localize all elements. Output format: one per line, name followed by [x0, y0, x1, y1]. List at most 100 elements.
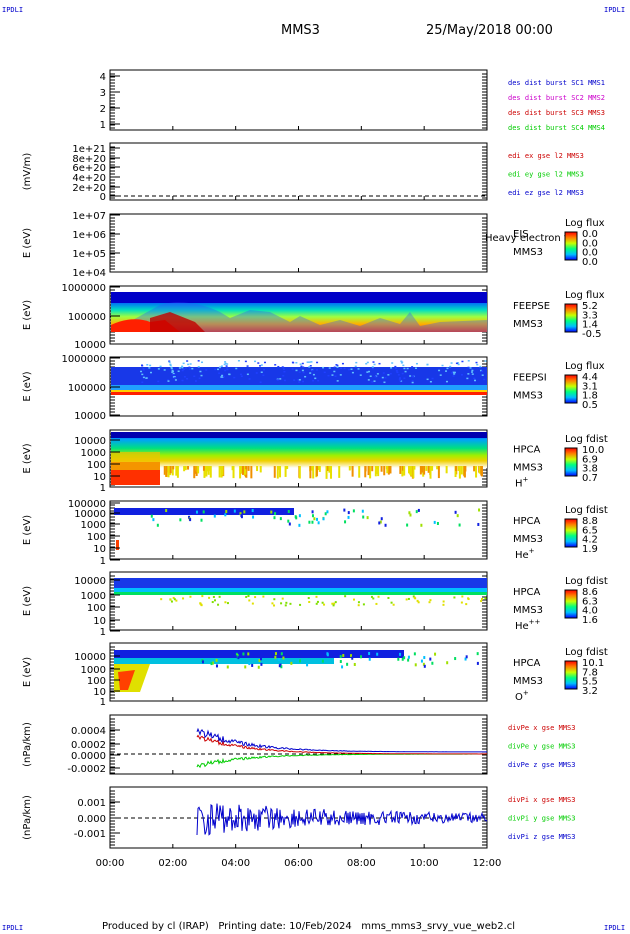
feepsi-pixel [400, 360, 403, 363]
hpcahe-pixel [326, 510, 329, 514]
hpcahe2-pixel [484, 597, 487, 600]
hpcao-pixel [211, 661, 214, 665]
hpcahe2-pixel [460, 601, 463, 604]
hpcao-pixel [407, 655, 410, 659]
feepsi-pixel [174, 379, 177, 381]
feepsi-pixel [246, 373, 249, 376]
feepsi-pixel [237, 360, 240, 362]
feepsi-pixel [163, 369, 166, 371]
hpcahe-pixel [225, 509, 228, 513]
feepsi-pixel [398, 377, 401, 379]
y-tick-label: 1000 [81, 591, 106, 602]
feepsi-pixel [414, 367, 417, 370]
legend-entry: edi ez gse l2 MMS3 [508, 189, 584, 197]
hpcahe2-pixel [273, 604, 276, 607]
feepsi-pixel [394, 367, 397, 369]
y-tick-label: 1e+06 [72, 230, 106, 241]
feepsi-pixel [194, 380, 197, 382]
hpcah-pixel [286, 466, 289, 470]
y-tick-label: 1e+21 [72, 144, 106, 155]
legend-entry: des dist burst SC4 MMS4 [508, 124, 605, 132]
hpcao-pixel [321, 659, 324, 663]
hpcao-pixel [298, 659, 301, 663]
feepsi-pixel [411, 366, 414, 368]
feepsi-pixel [366, 371, 369, 373]
feepsi-pixel [226, 366, 229, 369]
feepsi-pixel [254, 360, 257, 363]
feepsi-pixel [467, 366, 470, 369]
feepsi-pixel [439, 374, 442, 376]
feepsi-pixel [304, 375, 307, 378]
panel-frame [109, 714, 488, 775]
hpcao-pixel [244, 665, 247, 669]
y-tick-label: 0.0004 [71, 726, 106, 737]
feepsi-pixel [274, 364, 277, 366]
hpcah-pixel [175, 466, 178, 476]
hpcah-pixel [247, 466, 250, 471]
feepsi-pixel [263, 368, 266, 371]
feepsi-pixel [402, 364, 405, 367]
feepsi-pixel [228, 373, 231, 376]
feepsi-pixel [480, 369, 483, 372]
hpcah-pixel [197, 466, 200, 474]
hpcahe2-pixel [217, 603, 220, 606]
hpcah-pixel [169, 466, 172, 474]
time-tick-label: 10:00 [410, 858, 439, 869]
hpcao-pixel [339, 655, 342, 659]
hpcahe-pixel [287, 519, 290, 523]
hpcahe2-pixel [271, 602, 274, 605]
hpcahe2-pixel [465, 603, 468, 606]
feepsi-pixel [371, 381, 374, 383]
hpcah-pixel [425, 466, 428, 471]
hpcah-pixel [457, 466, 460, 471]
hpcah-pixel [401, 466, 404, 477]
feepsi-pixel [309, 372, 312, 374]
feepsi-pixel [315, 369, 318, 371]
hpcao-pixel [401, 657, 404, 661]
hpcahe2-pixel [461, 595, 464, 598]
hpcahe2-pixel [173, 598, 176, 601]
hpcah-pixel [327, 466, 330, 472]
feepsi-pixel [372, 361, 375, 363]
feepsi-pixel [140, 370, 143, 373]
hpcahe-pixel [458, 523, 461, 527]
feepsi-pixel [283, 379, 286, 382]
feepsi-pixel [395, 370, 398, 372]
y-tick-label: 4e+20 [72, 173, 106, 184]
hpca-h-spectrogram [111, 432, 487, 485]
hpcahe-pixel [239, 512, 242, 516]
hpcahe-pixel [156, 523, 159, 527]
feepsi-pixel [343, 367, 346, 370]
feepsi-pixel [218, 366, 221, 369]
colorbar [564, 660, 578, 690]
feepsi-pixel [308, 366, 311, 368]
y-tick-label: 1000000 [61, 283, 106, 294]
hpcah-pixel [176, 466, 179, 478]
hpcao-pixel [376, 652, 379, 656]
feepsi-pixel [235, 367, 238, 370]
hpcahe2-pixel [254, 596, 257, 599]
hpcahe2-pixel [170, 600, 173, 603]
hpcahe2-pixel [429, 599, 432, 602]
hpcahe-pixel [195, 510, 198, 514]
hpcahe2-pixel [212, 595, 215, 598]
hpcah-pixel [454, 466, 457, 478]
hpcah-pixel [298, 466, 301, 479]
feepsi-pixel [223, 363, 226, 366]
feepsi-pixel [449, 365, 452, 368]
feepsi-pixel [184, 367, 187, 369]
y-tick-label: 1 [100, 627, 106, 638]
feepsi-pixel [365, 362, 368, 365]
colorbar-tick: 0.0 [582, 229, 598, 240]
feepsi-pixel [331, 374, 334, 376]
hpcah-pixel [403, 466, 406, 476]
hpcah-pixel [473, 466, 476, 472]
feepsi-pixel [174, 377, 177, 379]
feepsi-pixel [401, 372, 404, 375]
hpca-he2-spectrogram [114, 578, 487, 607]
hpcahe2-pixel [390, 601, 393, 604]
colorbar-tick: 1.6 [582, 615, 598, 626]
feepsi-pixel [355, 361, 358, 364]
feepsi-pixel [383, 381, 386, 384]
